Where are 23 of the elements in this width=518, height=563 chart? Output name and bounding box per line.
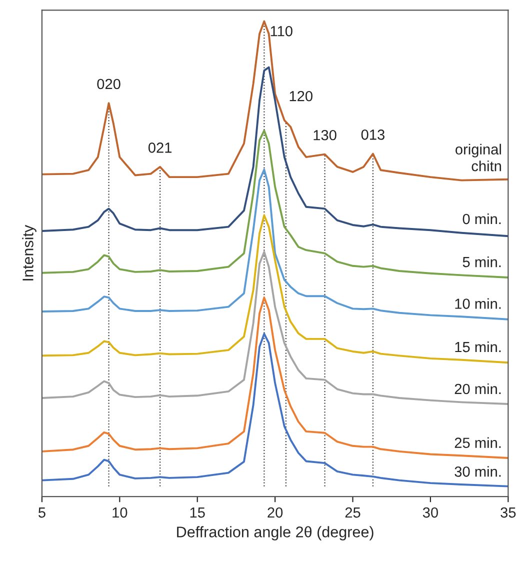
annotation: 021: [148, 142, 172, 153]
x-tick-label: 15: [190, 508, 205, 518]
x-tick-label: 30: [422, 507, 438, 518]
y-axis-title: Intensity: [22, 224, 36, 280]
annotation: 020: [97, 78, 120, 90]
series-label: 25 min.: [454, 437, 501, 448]
series-label: 15 min.: [455, 341, 501, 352]
x-tick-label: 25: [345, 507, 360, 518]
series-label: 5 min.: [462, 256, 501, 268]
series-label: 10 min.: [455, 298, 501, 309]
annotation: 120: [290, 90, 312, 102]
annotation: 013: [361, 130, 384, 140]
x-tick-label: 5: [38, 508, 46, 518]
series-label: 30 min.: [454, 466, 501, 477]
series-label: 20 min.: [454, 383, 501, 394]
x-tick-label: 10: [112, 507, 128, 518]
series-label: 0 min.: [462, 213, 501, 224]
x-tick-label: 20: [268, 507, 283, 518]
x-axis-title: Deffraction angle 2θ (degree): [177, 526, 374, 540]
annotation: 110: [270, 26, 292, 36]
x-tick-label: 35: [500, 507, 516, 518]
annotation: 130: [314, 130, 336, 140]
series-label: original chitn: [456, 144, 501, 172]
